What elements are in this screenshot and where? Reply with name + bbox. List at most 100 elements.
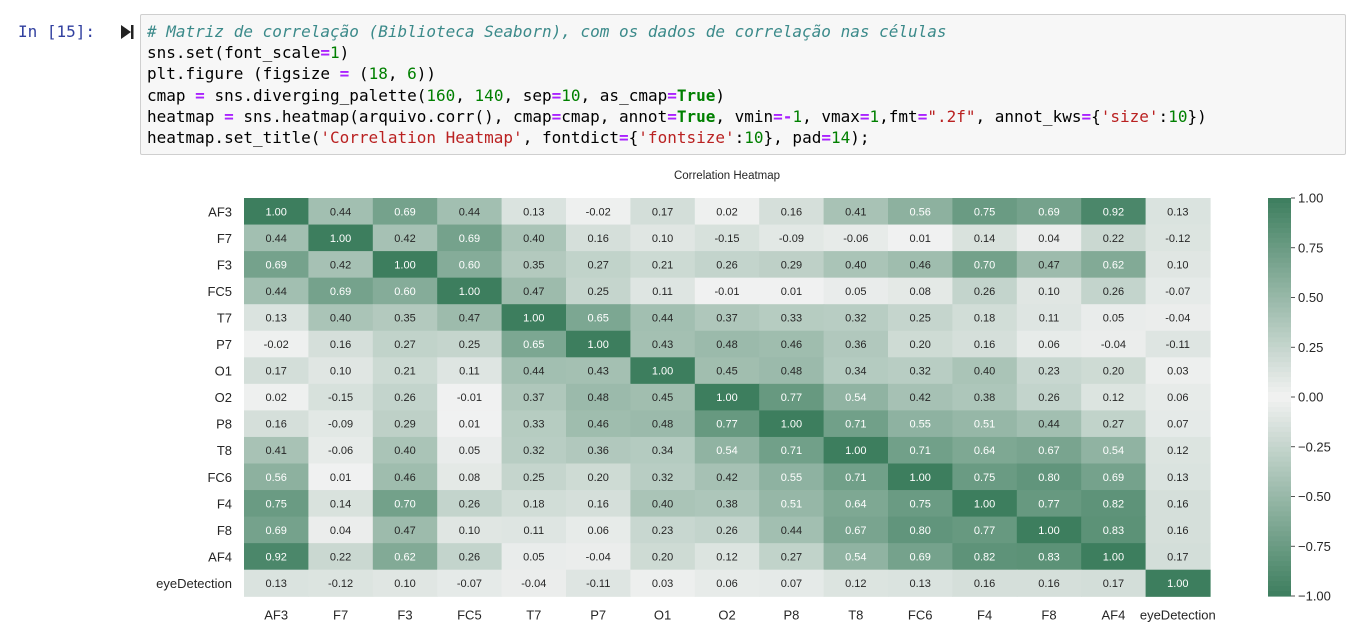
heatmap-cell (694, 383, 760, 411)
cell-annotation: 0.27 (1103, 419, 1124, 431)
run-cell-icon[interactable] (120, 24, 134, 40)
heatmap-cell (308, 543, 374, 571)
code-token: = (339, 64, 350, 84)
heatmap-cell (1145, 436, 1211, 465)
cell-annotation: 0.13 (909, 578, 930, 590)
code-token: sns.heatmap(arquivo.corr(), cmap (233, 106, 552, 126)
heatmap-cell (759, 569, 825, 597)
heatmap-cell (372, 224, 438, 252)
heatmap-cell (630, 543, 696, 571)
code-text[interactable]: # Matriz de correlação (Biblioteca Seabo… (147, 21, 1207, 148)
cell-annotation: 0.44 (265, 286, 286, 298)
code-token: = (320, 43, 331, 63)
cell-annotation: 1.00 (330, 233, 351, 245)
code-token: , sep (503, 85, 552, 105)
code-token: , vmin (715, 106, 774, 126)
cell-annotation: 0.47 (523, 286, 544, 298)
heatmap-cell (1145, 410, 1211, 438)
heatmap-cell (823, 463, 889, 491)
cell-annotation: 0.55 (909, 419, 930, 431)
cell-annotation: -0.01 (457, 392, 482, 404)
cell-annotation: 0.10 (1038, 286, 1059, 298)
colorbar-segment (1268, 317, 1291, 323)
heatmap-cell (1016, 383, 1082, 411)
cell-output: Correlation Heatmap 1.00 0.44 0.69 0.44 0.13 -… (140, 160, 1365, 634)
colorbar-segment (1268, 262, 1291, 269)
heatmap-cell (823, 251, 889, 279)
colorbar-segment (1268, 561, 1291, 567)
heatmap-cell (1016, 436, 1082, 465)
code-token: ( (349, 64, 369, 84)
cell-annotation: 0.77 (1038, 498, 1059, 510)
colorbar-segment (1268, 406, 1291, 413)
code-editor[interactable]: # Matriz de correlação (Biblioteca Seabo… (140, 14, 1346, 155)
cell-annotation: 0.48 (781, 366, 802, 378)
heatmap-cell (372, 463, 438, 491)
cell-annotation: -0.11 (1166, 339, 1190, 351)
heatmap-cell (1016, 516, 1082, 544)
cell-annotation: 0.03 (652, 578, 673, 590)
heatmap-cell (952, 304, 1018, 332)
y-tick-label: FC5 (207, 284, 232, 299)
colorbar-segment (1268, 531, 1291, 537)
heatmap-cell (759, 330, 825, 358)
cell-annotation: 0.26 (1103, 286, 1124, 298)
heatmap-cell (1016, 198, 1082, 226)
heatmap-cell (372, 383, 438, 411)
heatmap-cell (501, 224, 567, 252)
cell-annotation: 0.44 (781, 525, 802, 537)
cell-annotation: 0.29 (394, 419, 415, 431)
cell-annotation: 0.16 (330, 339, 351, 351)
cell-annotation: 0.04 (1038, 233, 1059, 245)
heatmap-cell (437, 277, 503, 305)
heatmap-cell (308, 198, 374, 226)
colorbar-segment (1268, 382, 1291, 388)
cell-annotation: 0.44 (330, 206, 351, 218)
cell-annotation: 0.07 (1167, 419, 1188, 431)
cell-annotation: 0.56 (265, 472, 286, 484)
heatmap-cell (694, 251, 760, 279)
cell-annotation: 0.54 (1103, 445, 1124, 457)
cell-annotation: 0.08 (909, 286, 930, 298)
cell-annotation: 0.05 (1103, 312, 1124, 324)
heatmap-cell (630, 490, 696, 518)
colorbar-tick-label: −0.25 (1298, 439, 1331, 454)
heatmap-cell (694, 357, 760, 385)
heatmap-cell (308, 410, 374, 438)
cell-annotation: 0.05 (459, 445, 480, 457)
cell-annotation: 0.16 (265, 419, 286, 431)
chart-title: Correlation Heatmap (674, 170, 780, 182)
heatmap-cell (1145, 490, 1211, 518)
colorbar-segment (1268, 292, 1291, 299)
heatmap-cell (888, 330, 953, 358)
code-token: 'fontsize' (638, 128, 735, 148)
colorbar-segment (1268, 227, 1291, 234)
cell-annotation: -0.09 (328, 419, 353, 431)
colorbar-segment (1268, 521, 1291, 527)
code-token: { (628, 128, 639, 148)
cell-annotation: 0.26 (1038, 392, 1059, 404)
colorbar-segment (1268, 461, 1291, 468)
cell-annotation: 0.82 (1103, 498, 1124, 510)
heatmap-cell (1081, 383, 1147, 411)
heatmap-cell (1016, 463, 1082, 491)
colorbar-segment (1268, 252, 1291, 259)
y-tick-label: O2 (215, 390, 232, 405)
heatmap-cell (244, 490, 309, 518)
heatmap-cell (308, 516, 374, 544)
cell-annotation: 0.10 (459, 525, 480, 537)
colorbar-segment (1268, 297, 1291, 304)
x-tick-label: T8 (848, 607, 863, 622)
heatmap-cell (1016, 410, 1082, 438)
heatmap-cell (372, 277, 438, 305)
cell-annotation: 0.11 (652, 286, 673, 298)
code-token: # Matriz de correlação (Biblioteca Seabo… (147, 22, 947, 41)
code-token: sns.set(font_scale (147, 43, 321, 63)
cell-annotation: -0.04 (521, 578, 546, 590)
heatmap-cell (952, 383, 1018, 411)
heatmap-cell (823, 198, 889, 226)
code-token: ); (850, 128, 870, 148)
cell-annotation: 0.55 (781, 472, 802, 484)
heatmap-cell (759, 304, 825, 332)
x-tick-label: FC5 (457, 607, 482, 622)
